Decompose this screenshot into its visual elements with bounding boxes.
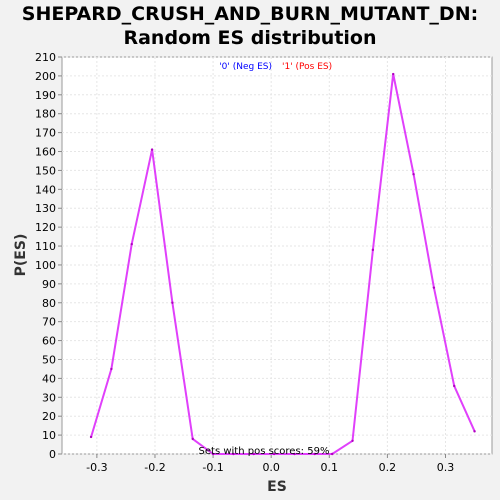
chart-title-line-2: Random ES distribution <box>123 27 377 49</box>
y-axis-ticks: 0 10 20 30 40 50 60 70 80 90 100 110 120 130 140 150 160… <box>35 51 62 461</box>
pos-scores-annotation: Sets with pos scores: 59% <box>199 446 330 457</box>
y-tick-label: 200 <box>35 70 56 83</box>
y-tick-label: 190 <box>35 89 56 102</box>
y-tick-label: 50 <box>42 353 56 366</box>
y-tick-label: 140 <box>35 183 56 196</box>
data-point <box>392 72 395 76</box>
chart-title: SHEPARD_CRUSH_AND_BURN_MUTANT_DN: Random… <box>0 2 500 50</box>
y-tick-label: 150 <box>35 164 56 177</box>
data-point <box>89 435 93 439</box>
data-point <box>252 452 255 456</box>
data-point <box>331 452 334 456</box>
x-tick-label: 0.2 <box>379 461 397 474</box>
data-point <box>412 173 415 176</box>
y-tick-label: 60 <box>42 335 56 348</box>
legend-entry-neg: '0' (Neg ES) <box>219 62 272 72</box>
data-point <box>130 242 133 246</box>
y-tick-label: 70 <box>42 316 56 329</box>
y-tick-label: 160 <box>35 146 56 159</box>
series-layer <box>89 72 476 456</box>
y-tick-label: 90 <box>42 278 56 291</box>
y-tick-label: 30 <box>42 391 56 404</box>
data-point <box>232 452 235 456</box>
y-tick-label: 110 <box>35 240 56 253</box>
y-tick-label: 100 <box>35 259 56 272</box>
series-line <box>90 73 476 455</box>
data-point <box>211 452 215 456</box>
data-point <box>371 248 375 252</box>
x-tick-label: 0.0 <box>262 461 280 474</box>
data-point <box>191 437 194 441</box>
x-tick-label: -0.3 <box>86 461 107 474</box>
data-point <box>272 452 276 456</box>
x-tick-label: 0.1 <box>321 461 339 474</box>
x-axis-ticks: -0.3 -0.2 -0.1 0.0 0.1 0.2 0.3 <box>86 454 454 474</box>
y-tick-label: 170 <box>35 127 56 140</box>
data-point <box>150 148 154 151</box>
data-point <box>351 439 354 442</box>
y-tick-label: 130 <box>35 202 56 215</box>
data-point <box>110 367 113 371</box>
y-tick-label: 10 <box>42 429 56 442</box>
plot-area <box>61 56 493 455</box>
x-tick-label: 0.3 <box>437 461 455 474</box>
data-point <box>432 286 436 289</box>
y-tick-label: 180 <box>35 108 56 121</box>
data-point <box>453 384 456 388</box>
data-point <box>293 452 296 456</box>
y-tick-label: 80 <box>42 297 56 310</box>
x-tick-label: -0.2 <box>144 461 165 474</box>
legend-entry-pos: '1' (Pos ES) <box>282 62 332 72</box>
x-tick-label: -0.1 <box>202 461 223 474</box>
data-point <box>171 301 174 304</box>
chart-title-line-1: SHEPARD_CRUSH_AND_BURN_MUTANT_DN: <box>21 3 479 25</box>
x-axis-label: ES <box>267 479 287 495</box>
y-tick-label: 210 <box>35 51 56 64</box>
data-point <box>473 430 476 433</box>
data-point <box>313 452 316 456</box>
y-axis-label: P(ES) <box>13 234 29 277</box>
y-tick-label: 0 <box>49 448 56 461</box>
y-tick-label: 20 <box>42 410 56 423</box>
y-tick-label: 40 <box>42 372 56 385</box>
y-tick-label: 120 <box>35 221 56 234</box>
